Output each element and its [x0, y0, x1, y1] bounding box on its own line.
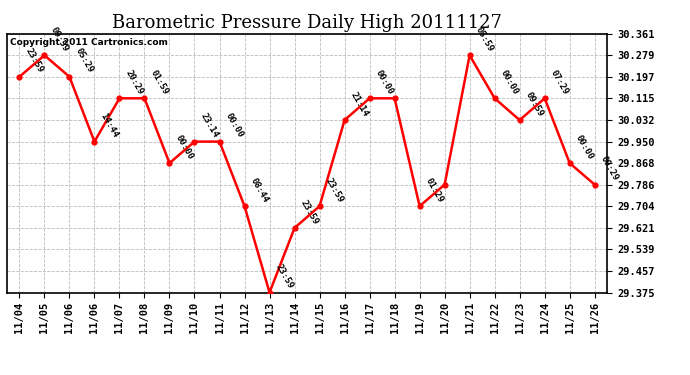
Text: 00:00: 00:00 — [174, 133, 195, 161]
Point — [39, 52, 50, 58]
Text: 21:14: 21:14 — [348, 90, 370, 118]
Point — [514, 117, 525, 123]
Text: 05:59: 05:59 — [474, 26, 495, 53]
Point — [239, 203, 250, 209]
Point — [14, 74, 25, 80]
Text: 09:59: 09:59 — [48, 26, 70, 53]
Point — [414, 203, 425, 209]
Title: Barometric Pressure Daily High 20111127: Barometric Pressure Daily High 20111127 — [112, 14, 502, 32]
Text: 01:29: 01:29 — [424, 176, 445, 204]
Point — [364, 95, 375, 101]
Point — [389, 95, 400, 101]
Point — [89, 139, 100, 145]
Text: 00:00: 00:00 — [374, 68, 395, 96]
Text: 20:29: 20:29 — [124, 68, 145, 96]
Text: 09:59: 09:59 — [524, 90, 545, 118]
Point — [589, 182, 600, 188]
Point — [289, 225, 300, 231]
Text: 05:29: 05:29 — [74, 47, 95, 75]
Point — [489, 95, 500, 101]
Point — [139, 95, 150, 101]
Text: 00:00: 00:00 — [224, 112, 245, 140]
Text: 23:14: 23:14 — [199, 112, 220, 140]
Text: 00:00: 00:00 — [499, 68, 520, 96]
Point — [114, 95, 125, 101]
Text: 14:44: 14:44 — [99, 112, 120, 140]
Point — [314, 203, 325, 209]
Point — [339, 117, 350, 123]
Point — [564, 160, 575, 166]
Point — [264, 290, 275, 296]
Text: 08:44: 08:44 — [248, 176, 270, 204]
Point — [164, 160, 175, 166]
Text: 00:00: 00:00 — [574, 133, 595, 161]
Text: 00:29: 00:29 — [599, 155, 620, 183]
Text: 23:59: 23:59 — [299, 198, 320, 226]
Text: 07:29: 07:29 — [549, 68, 570, 96]
Point — [214, 139, 225, 145]
Text: 23:59: 23:59 — [23, 47, 45, 75]
Text: 23:59: 23:59 — [274, 262, 295, 290]
Point — [189, 139, 200, 145]
Point — [539, 95, 550, 101]
Point — [64, 74, 75, 80]
Text: Copyright 2011 Cartronics.com: Copyright 2011 Cartronics.com — [10, 38, 168, 46]
Text: 01:59: 01:59 — [148, 68, 170, 96]
Point — [464, 52, 475, 58]
Point — [439, 182, 450, 188]
Text: 23:59: 23:59 — [324, 176, 345, 204]
